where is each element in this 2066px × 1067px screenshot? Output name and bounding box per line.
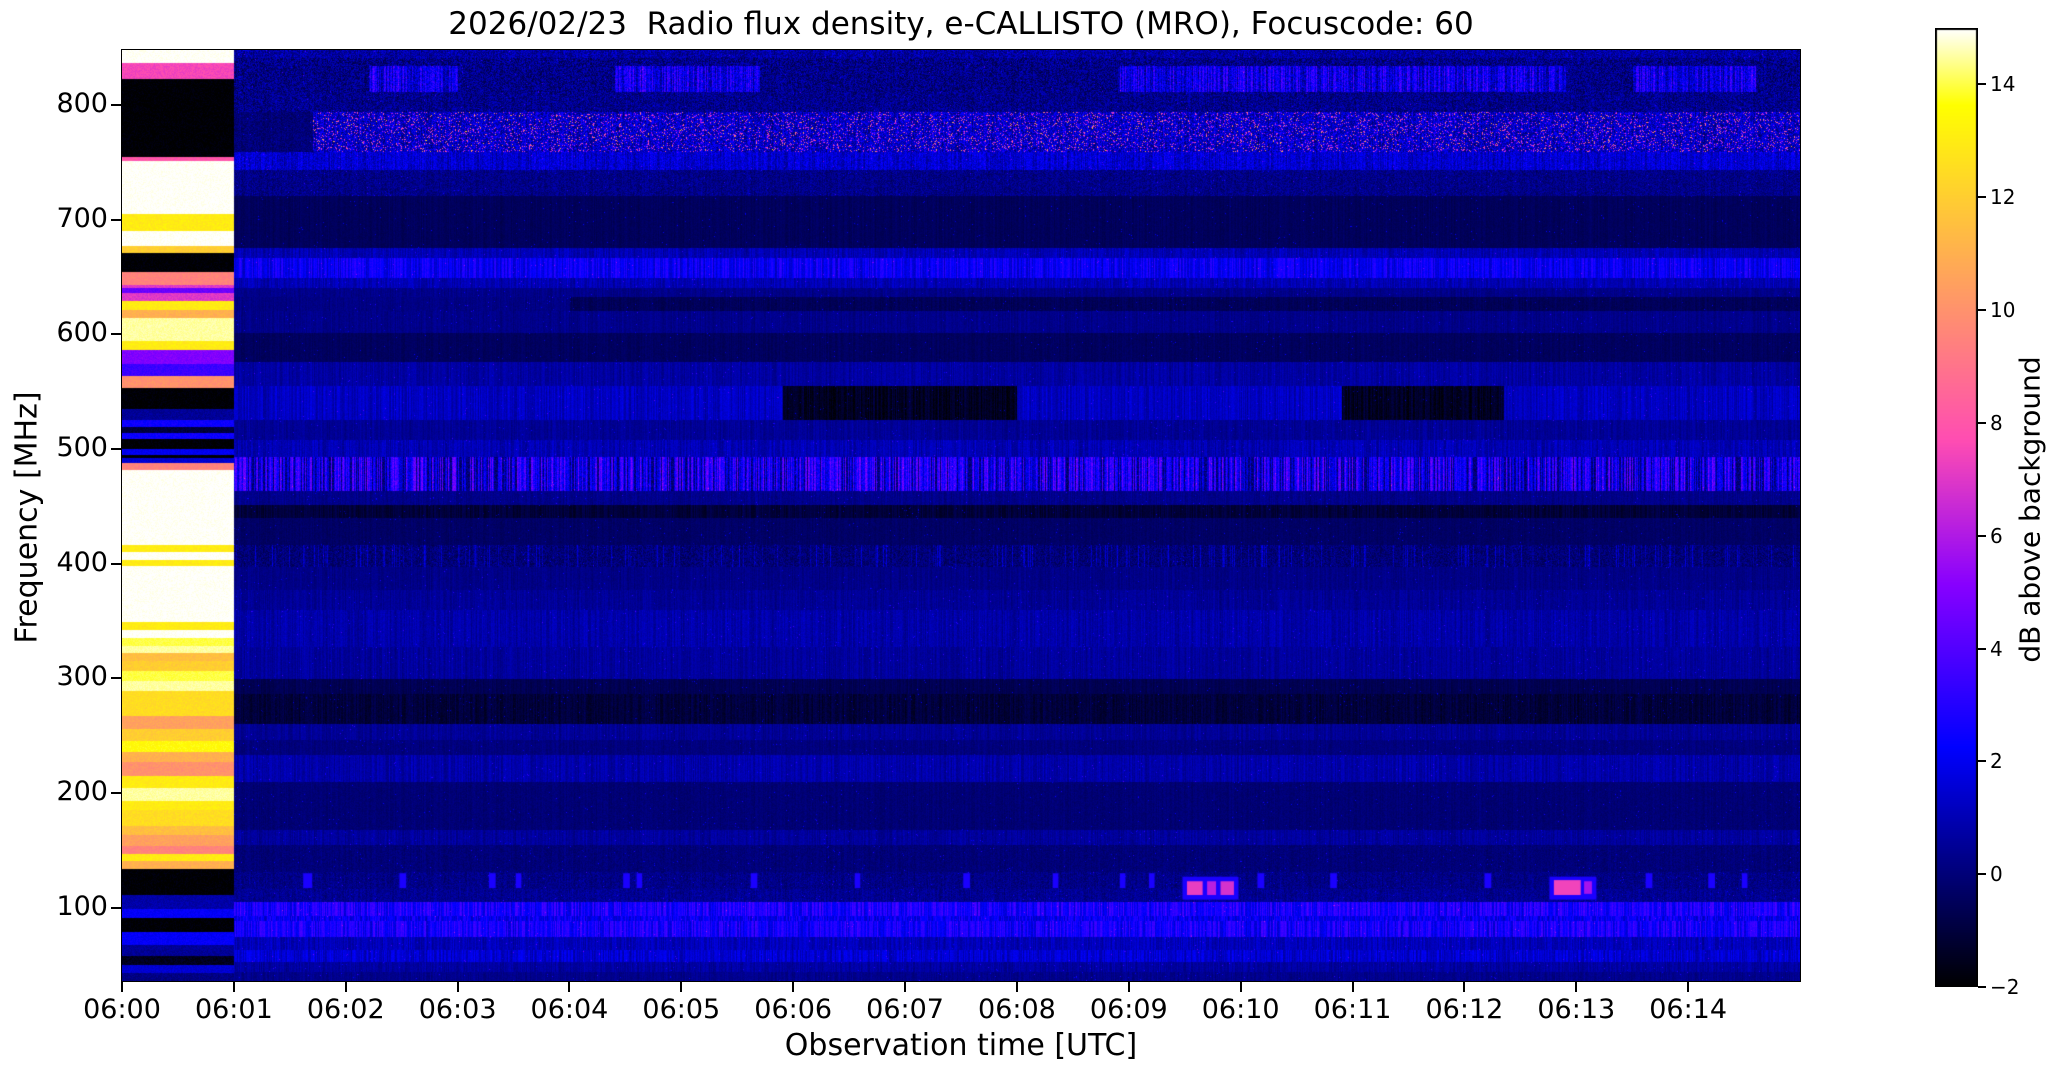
colorbar-tick-label: 8	[1990, 410, 2003, 435]
x-tick-mark	[232, 982, 235, 992]
x-tick-mark	[344, 982, 347, 992]
y-tick-label: 800	[56, 88, 108, 120]
colorbar-tick-label: 0	[1990, 862, 2003, 887]
x-tick-label: 06:01	[194, 994, 273, 1025]
x-tick-label: 06:09	[1089, 994, 1168, 1025]
colorbar-tick-mark	[1978, 986, 1986, 988]
colorbar-canvas	[1935, 28, 1978, 987]
x-tick-label: 06:11	[1313, 994, 1392, 1025]
x-tick-label: 06:08	[978, 994, 1056, 1025]
x-tick-mark	[1463, 982, 1466, 992]
x-tick-mark	[568, 982, 571, 992]
x-tick-mark	[456, 982, 459, 992]
x-tick-mark	[680, 982, 683, 992]
y-tick-mark	[111, 218, 121, 221]
colorbar-tick-label: 2	[1990, 749, 2003, 774]
y-tick-mark	[111, 562, 121, 565]
colorbar-tick-label: −2	[1990, 975, 2020, 999]
x-tick-label: 06:12	[1425, 994, 1504, 1025]
y-tick-label: 700	[56, 202, 108, 234]
colorbar-tick-mark	[1978, 421, 1986, 424]
colorbar-tick-label: 12	[1990, 185, 2016, 210]
chart-title: 2026/02/23 Radio flux density, e-CALLIST…	[448, 6, 1474, 42]
x-tick-mark	[1687, 982, 1690, 992]
x-tick-mark	[1351, 982, 1354, 992]
y-tick-mark	[111, 677, 121, 680]
x-tick-label: 06:13	[1537, 994, 1616, 1025]
x-tick-label: 06:06	[754, 994, 833, 1025]
y-tick-label: 300	[56, 661, 108, 693]
y-tick-label: 500	[56, 432, 108, 463]
y-tick-label: 600	[56, 317, 108, 349]
colorbar-tick-mark	[1978, 309, 1986, 312]
x-tick-label: 06:04	[530, 994, 609, 1025]
colorbar-tick-mark	[1978, 534, 1986, 537]
x-tick-mark	[1127, 982, 1130, 992]
y-tick-mark	[111, 104, 121, 107]
x-axis-label: Observation time [UTC]	[784, 1028, 1138, 1063]
colorbar-tick-mark	[1978, 760, 1986, 763]
x-tick-mark	[792, 982, 795, 992]
y-axis-label: Frequency [MHz]	[9, 391, 45, 644]
x-tick-label: 06:03	[418, 994, 497, 1025]
x-tick-label: 06:05	[642, 994, 721, 1025]
y-tick-mark	[111, 791, 121, 794]
y-tick-label: 400	[56, 546, 108, 578]
y-tick-label: 100	[56, 890, 108, 922]
y-tick-mark	[111, 448, 121, 450]
y-tick-mark	[111, 906, 121, 909]
y-tick-label: 200	[56, 775, 108, 807]
colorbar-tick-label: 14	[1990, 72, 2016, 97]
x-tick-label: 06:07	[866, 994, 944, 1025]
colorbar-tick-label: 4	[1990, 636, 2003, 661]
colorbar-tick-mark	[1978, 647, 1986, 650]
x-tick-label: 06:14	[1649, 994, 1728, 1025]
spectrogram-canvas	[122, 50, 1800, 981]
x-tick-mark	[1575, 982, 1578, 992]
colorbar-tick-mark	[1978, 196, 1986, 199]
colorbar-tick-label: 10	[1990, 298, 2016, 323]
x-tick-mark	[1239, 982, 1242, 992]
colorbar-tick-mark	[1978, 83, 1986, 86]
y-tick-mark	[111, 333, 121, 336]
colorbar-tick-label: 6	[1990, 523, 2003, 548]
x-tick-mark	[1015, 982, 1018, 992]
x-tick-label: 06:00	[83, 994, 161, 1025]
x-tick-mark	[904, 982, 907, 992]
x-tick-label: 06:02	[306, 994, 385, 1025]
x-tick-mark	[121, 982, 123, 992]
colorbar-tick-mark	[1978, 873, 1986, 876]
x-tick-label: 06:10	[1201, 994, 1280, 1025]
